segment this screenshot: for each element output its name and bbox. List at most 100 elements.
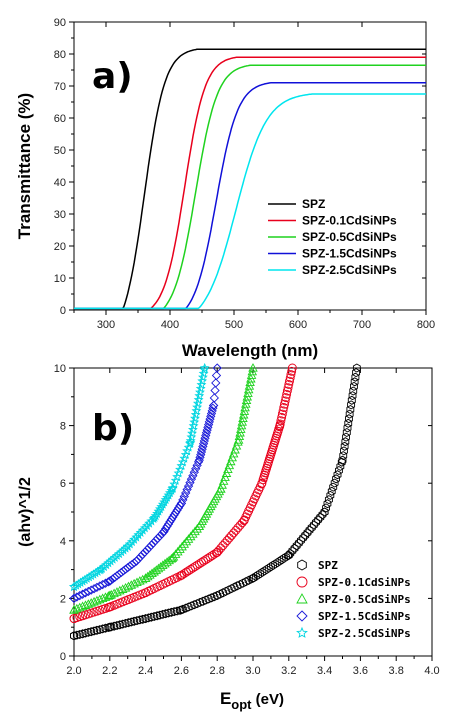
panel-b-data-marker bbox=[211, 370, 222, 381]
panel-b-data-marker bbox=[280, 396, 290, 406]
panel-b-y-tick-label: 4 bbox=[60, 536, 66, 548]
panel-b-data-marker bbox=[189, 467, 199, 477]
panel-b-data-marker bbox=[279, 553, 288, 563]
panel-b-data-marker bbox=[287, 366, 297, 376]
panel-b-legend-label: SPZ-1.5CdSiNPs bbox=[318, 610, 411, 623]
panel-b-data-marker bbox=[153, 533, 163, 543]
panel-b-data-marker bbox=[161, 609, 170, 619]
panel-b-data-marker bbox=[283, 383, 293, 393]
panel-b-data-marker bbox=[332, 474, 340, 484]
panel-b-data-marker bbox=[129, 534, 139, 544]
panel-b-legend-marker bbox=[296, 626, 308, 638]
panel-b-data-marker bbox=[168, 551, 179, 561]
panel-b-data-marker bbox=[192, 460, 202, 470]
panel-b-data-marker bbox=[188, 529, 198, 538]
panel-b-data-marker bbox=[137, 525, 148, 535]
panel-a-legend-label: SPZ-0.1CdSiNPs bbox=[302, 214, 397, 228]
panel-b-data-marker bbox=[230, 582, 239, 592]
panel-b-data-marker bbox=[196, 447, 207, 457]
panel-b-data-marker bbox=[221, 586, 230, 596]
panel-a-legend-label: SPZ-0.5CdSiNPs bbox=[302, 230, 397, 244]
panel-b-data-marker bbox=[286, 370, 296, 380]
panel-b-data-marker bbox=[175, 571, 185, 581]
panel-b-data-marker bbox=[201, 555, 211, 565]
panel-b-legend-label: SPZ-0.1CdSiNPs bbox=[318, 576, 411, 589]
panel-b-x-axis-subscript: opt bbox=[231, 697, 252, 712]
panel-b-data-marker bbox=[130, 616, 139, 626]
panel-b-data-marker bbox=[104, 622, 113, 633]
panel-b-data-marker bbox=[181, 536, 192, 546]
panel-b-data-marker bbox=[131, 556, 141, 566]
panel-b-data-marker bbox=[276, 416, 286, 426]
panel-b-data-marker bbox=[147, 612, 156, 622]
panel-a-y-tick-label: 0 bbox=[60, 305, 66, 317]
panel-a-x-tick-label: 500 bbox=[225, 319, 243, 331]
panel-b-data-marker bbox=[187, 601, 196, 611]
panel-b-data-marker bbox=[280, 399, 289, 409]
panel-a-y-tick-label: 10 bbox=[54, 273, 66, 285]
panel-b-data-marker bbox=[138, 549, 148, 560]
panel-b-data-point bbox=[248, 363, 258, 372]
panel-b-series-SPZ bbox=[70, 363, 361, 641]
panel-b-data-marker bbox=[233, 581, 242, 591]
panel-b-data-marker bbox=[78, 629, 87, 639]
panel-b-legend-marker bbox=[296, 576, 308, 588]
panel-b-data-marker bbox=[206, 411, 216, 422]
panel-b-x-axis-title: Eopt (eV) bbox=[220, 689, 284, 712]
panel-a-transmittance-chart: 300 400 500 600 700 800 0 10 20 30 40 50 60 70 80 90 a)… bbox=[15, 17, 435, 360]
panel-b-data-marker bbox=[98, 624, 107, 634]
panel-b-data-marker bbox=[127, 536, 137, 547]
panel-b-data-marker bbox=[72, 630, 81, 640]
panel-a-y-tick-label: 30 bbox=[54, 209, 66, 221]
panel-b-data-marker bbox=[185, 531, 196, 541]
panel-b-data-marker bbox=[190, 562, 200, 572]
panel-b-data-marker bbox=[135, 527, 146, 537]
panel-b-data-marker bbox=[199, 436, 209, 446]
panel-b-data-marker bbox=[178, 495, 188, 505]
panel-b-data-marker bbox=[177, 541, 187, 551]
panel-b-data-marker bbox=[279, 403, 289, 412]
panel-b-data-marker bbox=[70, 631, 78, 641]
panel-b-x-tick-label: 3.6 bbox=[353, 665, 368, 677]
panel-b-data-marker bbox=[199, 364, 210, 375]
panel-a-legend-label: SPZ-1.5CdSiNPs bbox=[302, 247, 397, 261]
panel-a-series-group bbox=[74, 48, 426, 310]
panel-b-data-marker bbox=[208, 400, 219, 411]
panel-b-x-tick-label: 2.6 bbox=[174, 665, 189, 677]
panel-b-data-marker bbox=[326, 490, 335, 500]
panel-b-data-marker bbox=[198, 439, 209, 449]
panel-b-data-marker bbox=[352, 368, 361, 378]
panel-b-data-marker bbox=[140, 547, 150, 557]
panel-b-label: b) bbox=[92, 408, 134, 449]
panel-b-data-marker bbox=[198, 441, 208, 452]
panel-b-data-marker bbox=[92, 625, 101, 635]
panel-b-data-marker bbox=[203, 419, 214, 430]
panel-b-data-marker bbox=[333, 470, 342, 480]
panel-b-data-point bbox=[287, 363, 297, 373]
panel-b-data-marker bbox=[133, 529, 144, 540]
panel-b-data-marker bbox=[173, 606, 182, 616]
panel-b-series-SPZ-2.5CdSiNPs bbox=[69, 362, 210, 592]
panel-b-data-marker bbox=[113, 620, 121, 631]
panel-b-data-marker bbox=[207, 551, 217, 560]
panel-a-x-axis-title: Wavelength (nm) bbox=[182, 341, 318, 360]
panel-b-data-marker bbox=[184, 566, 194, 576]
panel-b-data-marker bbox=[206, 409, 217, 419]
panel-b-data-marker bbox=[207, 593, 216, 603]
panel-b-data-marker bbox=[144, 542, 154, 553]
panel-b-data-marker bbox=[196, 597, 204, 607]
panel-b-legend-label: SPZ-0.5CdSiNPs bbox=[318, 593, 411, 606]
panel-b-data-marker bbox=[190, 600, 199, 610]
panel-b-data-marker bbox=[179, 569, 189, 578]
panel-b-data-marker bbox=[142, 520, 152, 531]
panel-b-x-tick-label: 2.8 bbox=[210, 665, 225, 677]
panel-b-y-axis-title: (ahv)^1/2 bbox=[17, 477, 34, 547]
panel-b-data-marker bbox=[277, 409, 287, 419]
panel-b-data-marker bbox=[121, 618, 130, 628]
panel-b-data-marker bbox=[173, 546, 183, 556]
panel-b-series-SPZ-0.5CdSiNPs bbox=[69, 363, 258, 614]
panel-b-data-marker bbox=[175, 544, 185, 553]
panel-b-data-marker bbox=[202, 425, 212, 435]
panel-a-y-tick-label: 90 bbox=[54, 17, 66, 29]
